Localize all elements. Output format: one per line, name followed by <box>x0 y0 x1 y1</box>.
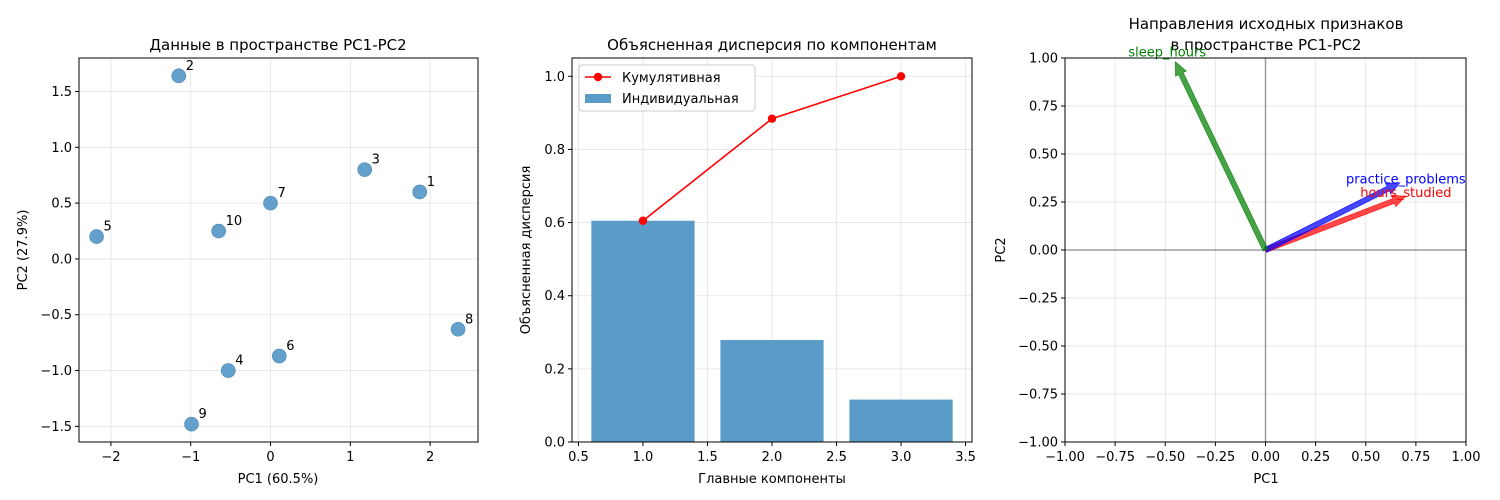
x-tick-label: 1.0 <box>633 450 654 465</box>
cumulative-point <box>896 72 906 81</box>
feature-arrow-hours-studied <box>1264 194 1407 253</box>
y-tick-label: −0.25 <box>1018 292 1058 307</box>
y-tick-label: −1.00 <box>1018 436 1058 451</box>
variance-bar <box>849 399 953 442</box>
scatter-point <box>271 348 287 364</box>
scatter-y-axis-label: PC2 (27.9%) <box>16 210 31 291</box>
x-tick-label: 0.75 <box>1401 450 1430 465</box>
x-tick-label: 0 <box>266 450 274 465</box>
variance-panel: Объясненная дисперсия по компонентам 0.5… <box>519 36 976 487</box>
scatter-point <box>184 416 199 432</box>
variance-title: Объясненная дисперсия по компонентам <box>607 36 937 54</box>
scatter-point-label: 9 <box>199 407 207 422</box>
x-tick-label: 1.5 <box>697 450 718 465</box>
x-tick-label: −1.00 <box>1045 450 1085 465</box>
scatter-point <box>89 229 104 244</box>
cumulative-point <box>767 114 777 123</box>
feature-label-sleep-hours: sleep_hours <box>1128 46 1206 61</box>
variance-x-axis-label: Главные компоненты <box>698 472 846 487</box>
scatter-point <box>357 162 372 177</box>
scatter-title: Данные в пространстве PC1-PC2 <box>149 36 406 54</box>
scatter-point-label: 7 <box>278 186 286 201</box>
y-tick-label: 1.5 <box>51 85 72 100</box>
x-tick-label: 0.25 <box>1301 450 1330 465</box>
scatter-point <box>263 195 278 211</box>
x-tick-label: −0.50 <box>1145 450 1185 465</box>
scatter-x-axis-label: PC1 (60.5%) <box>238 472 319 487</box>
x-tick-label: 0.00 <box>1251 450 1280 465</box>
y-tick-label: −0.50 <box>1018 340 1058 355</box>
x-tick-label: −0.25 <box>1195 450 1235 465</box>
legend-label-individual: Индивидуальная <box>622 92 739 107</box>
x-tick-label: 2.5 <box>826 450 847 465</box>
scatter-point-label: 5 <box>104 220 112 235</box>
scatter-point-label: 10 <box>226 214 243 229</box>
biplot-x-axis-label: PC1 <box>1253 472 1278 487</box>
x-tick-label: 0.5 <box>568 450 589 465</box>
biplot-y-axis-label: PC2 <box>994 237 1009 262</box>
scatter-point <box>220 363 236 378</box>
legend-bar-swatch <box>585 94 611 103</box>
scatter-point-label: 3 <box>372 153 380 168</box>
x-tick-label: −0.75 <box>1095 450 1135 465</box>
y-tick-label: 0.50 <box>1029 148 1058 163</box>
biplot-panel: Направления исходных признаков в простра… <box>994 15 1480 487</box>
y-tick-label: 1.0 <box>51 141 72 156</box>
y-tick-label: 1.0 <box>544 70 565 85</box>
y-tick-label: −0.5 <box>40 308 72 323</box>
y-tick-label: 0.75 <box>1029 100 1058 115</box>
scatter-point <box>412 184 428 200</box>
scatter-point <box>450 321 466 337</box>
y-tick-label: 0.8 <box>544 143 565 158</box>
legend-line-marker <box>593 72 603 82</box>
y-tick-label: 0.4 <box>544 289 565 304</box>
y-tick-label: 0.0 <box>51 252 72 267</box>
cumulative-point <box>638 216 648 225</box>
y-tick-label: 0.2 <box>544 362 565 377</box>
x-tick-label: 2.0 <box>762 450 783 465</box>
y-tick-label: 0.00 <box>1029 244 1058 259</box>
x-tick-label: −1 <box>181 450 200 465</box>
x-tick-label: 3.0 <box>891 450 912 465</box>
scatter-point-label: 8 <box>465 312 473 327</box>
x-tick-label: 2 <box>426 450 434 465</box>
x-tick-label: −2 <box>101 450 120 465</box>
x-tick-label: 0.50 <box>1351 450 1380 465</box>
x-tick-label: 3.5 <box>955 450 976 465</box>
variance-legend: Кумулятивная Индивидуальная <box>578 64 756 112</box>
feature-label-practice-problems: practice_problems <box>1346 172 1466 187</box>
x-tick-label: 1.00 <box>1452 450 1481 465</box>
y-tick-label: −1.5 <box>40 420 72 435</box>
y-tick-label: 0.0 <box>544 436 565 451</box>
biplot-title-line-1: Направления исходных признаков <box>1129 15 1404 33</box>
feature-arrow-sleep-hours <box>1174 60 1269 252</box>
biplot-title-line-2: в пространстве PC1-PC2 <box>1171 36 1362 54</box>
y-tick-label: 0.5 <box>51 197 72 212</box>
feature-arrow-practice-problems <box>1263 182 1401 253</box>
scatter-point <box>211 223 226 239</box>
scatter-frame <box>78 57 479 443</box>
y-tick-label: −1.0 <box>40 364 72 379</box>
y-tick-label: 1.00 <box>1029 52 1058 67</box>
variance-bar <box>591 220 695 442</box>
legend-box <box>578 64 756 112</box>
y-tick-label: 0.6 <box>544 216 565 231</box>
scatter-point-label: 2 <box>186 59 194 74</box>
x-tick-label: 1 <box>346 450 354 465</box>
scatter-point <box>171 68 187 84</box>
scatter-panel: Данные в пространстве PC1-PC2 1 2 3 4 5 6 7 8 9 1… <box>16 36 479 487</box>
variance-y-axis-label: Объясненная дисперсия <box>519 166 534 335</box>
y-tick-label: 0.25 <box>1029 196 1058 211</box>
scatter-point-label: 6 <box>286 339 294 354</box>
scatter-point-label: 4 <box>235 354 243 369</box>
scatter-point-label: 1 <box>427 175 435 190</box>
feature-label-hours-studied: hours_studied <box>1360 186 1451 201</box>
y-tick-label: −0.75 <box>1018 388 1058 403</box>
variance-bar <box>720 339 824 442</box>
legend-label-cumulative: Кумулятивная <box>622 71 721 86</box>
